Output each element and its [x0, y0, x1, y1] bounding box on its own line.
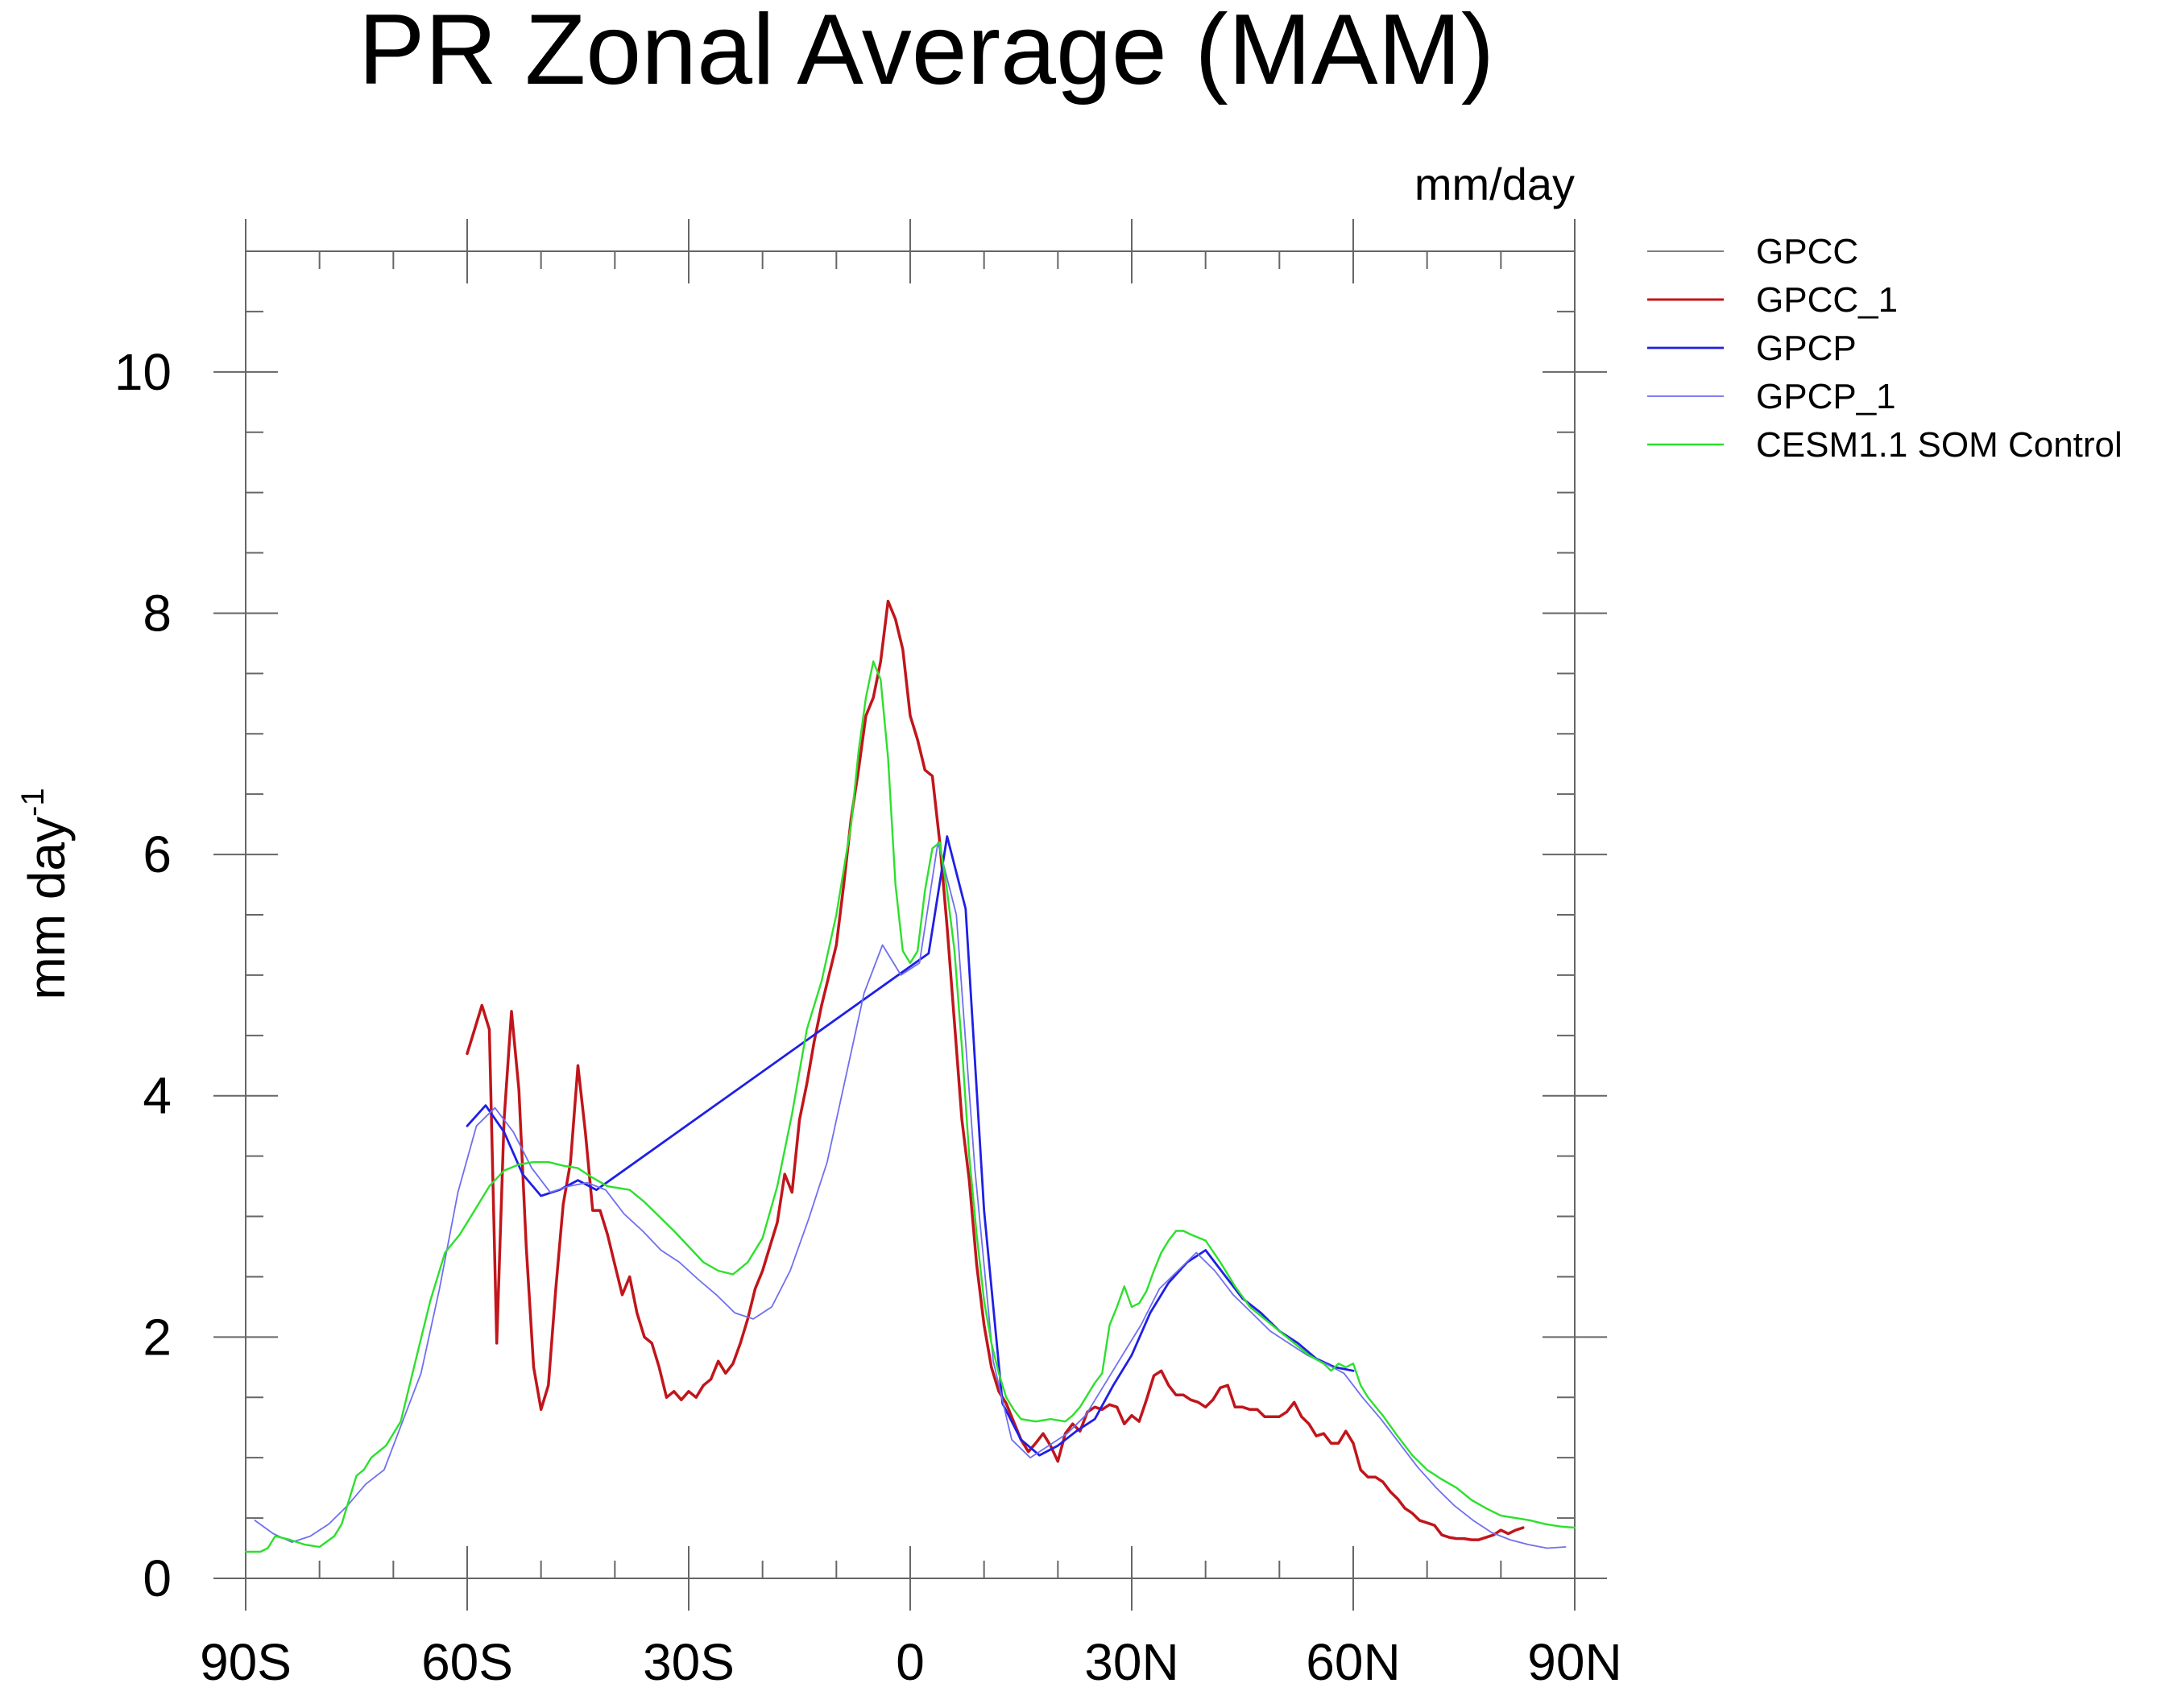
units-label: mm/day: [1414, 159, 1575, 209]
y-tick-label: 0: [143, 1549, 172, 1607]
series-line-2: [466, 599, 1525, 1541]
legend-label-2: GPCC_1: [1756, 280, 1898, 320]
series-line-3: [466, 835, 1355, 1457]
series-line-4: [254, 842, 1567, 1549]
y-tick-label: 2: [143, 1308, 172, 1366]
legend-label-4: GPCP_1: [1756, 377, 1896, 416]
legend-label-3: GPCP: [1756, 329, 1857, 368]
legend-label-5: CESM1.1 SOM Control: [1756, 425, 2122, 465]
plot-area: [244, 599, 1576, 1553]
y-tick-label: 10: [114, 343, 172, 401]
legend: GPCC GPCC_1 GPCP GPCP_1 CESM1.1 SOM Control: [1647, 232, 2122, 465]
x-tick-label: 60S: [421, 1633, 513, 1691]
y-axis-label: mm day-1: [15, 788, 76, 999]
y-tick-label: 4: [143, 1067, 172, 1125]
y-tick-label: 6: [143, 825, 172, 883]
y-axis-label-superscript: -1: [15, 788, 51, 817]
x-tick-label: 30N: [1084, 1633, 1178, 1691]
x-tick-label: 60N: [1306, 1633, 1400, 1691]
legend-label-1: GPCC: [1756, 232, 1858, 271]
x-tick-label: 90N: [1527, 1633, 1621, 1691]
x-tick-label: 90S: [200, 1633, 292, 1691]
y-axis-label-main: mm day: [18, 817, 76, 1000]
series-line-5: [244, 660, 1576, 1553]
x-tick-label: 0: [896, 1633, 925, 1691]
plot-frame: [245, 250, 1576, 1579]
x-tick-label: 30S: [643, 1633, 735, 1691]
chart-title: PR Zonal Average (MAM): [358, 0, 1494, 105]
y-tick-label: 8: [143, 584, 172, 642]
axes: 90S 60S 30S 0 30N 60N 90N 0 2 4 6 8 10: [114, 219, 1622, 1691]
